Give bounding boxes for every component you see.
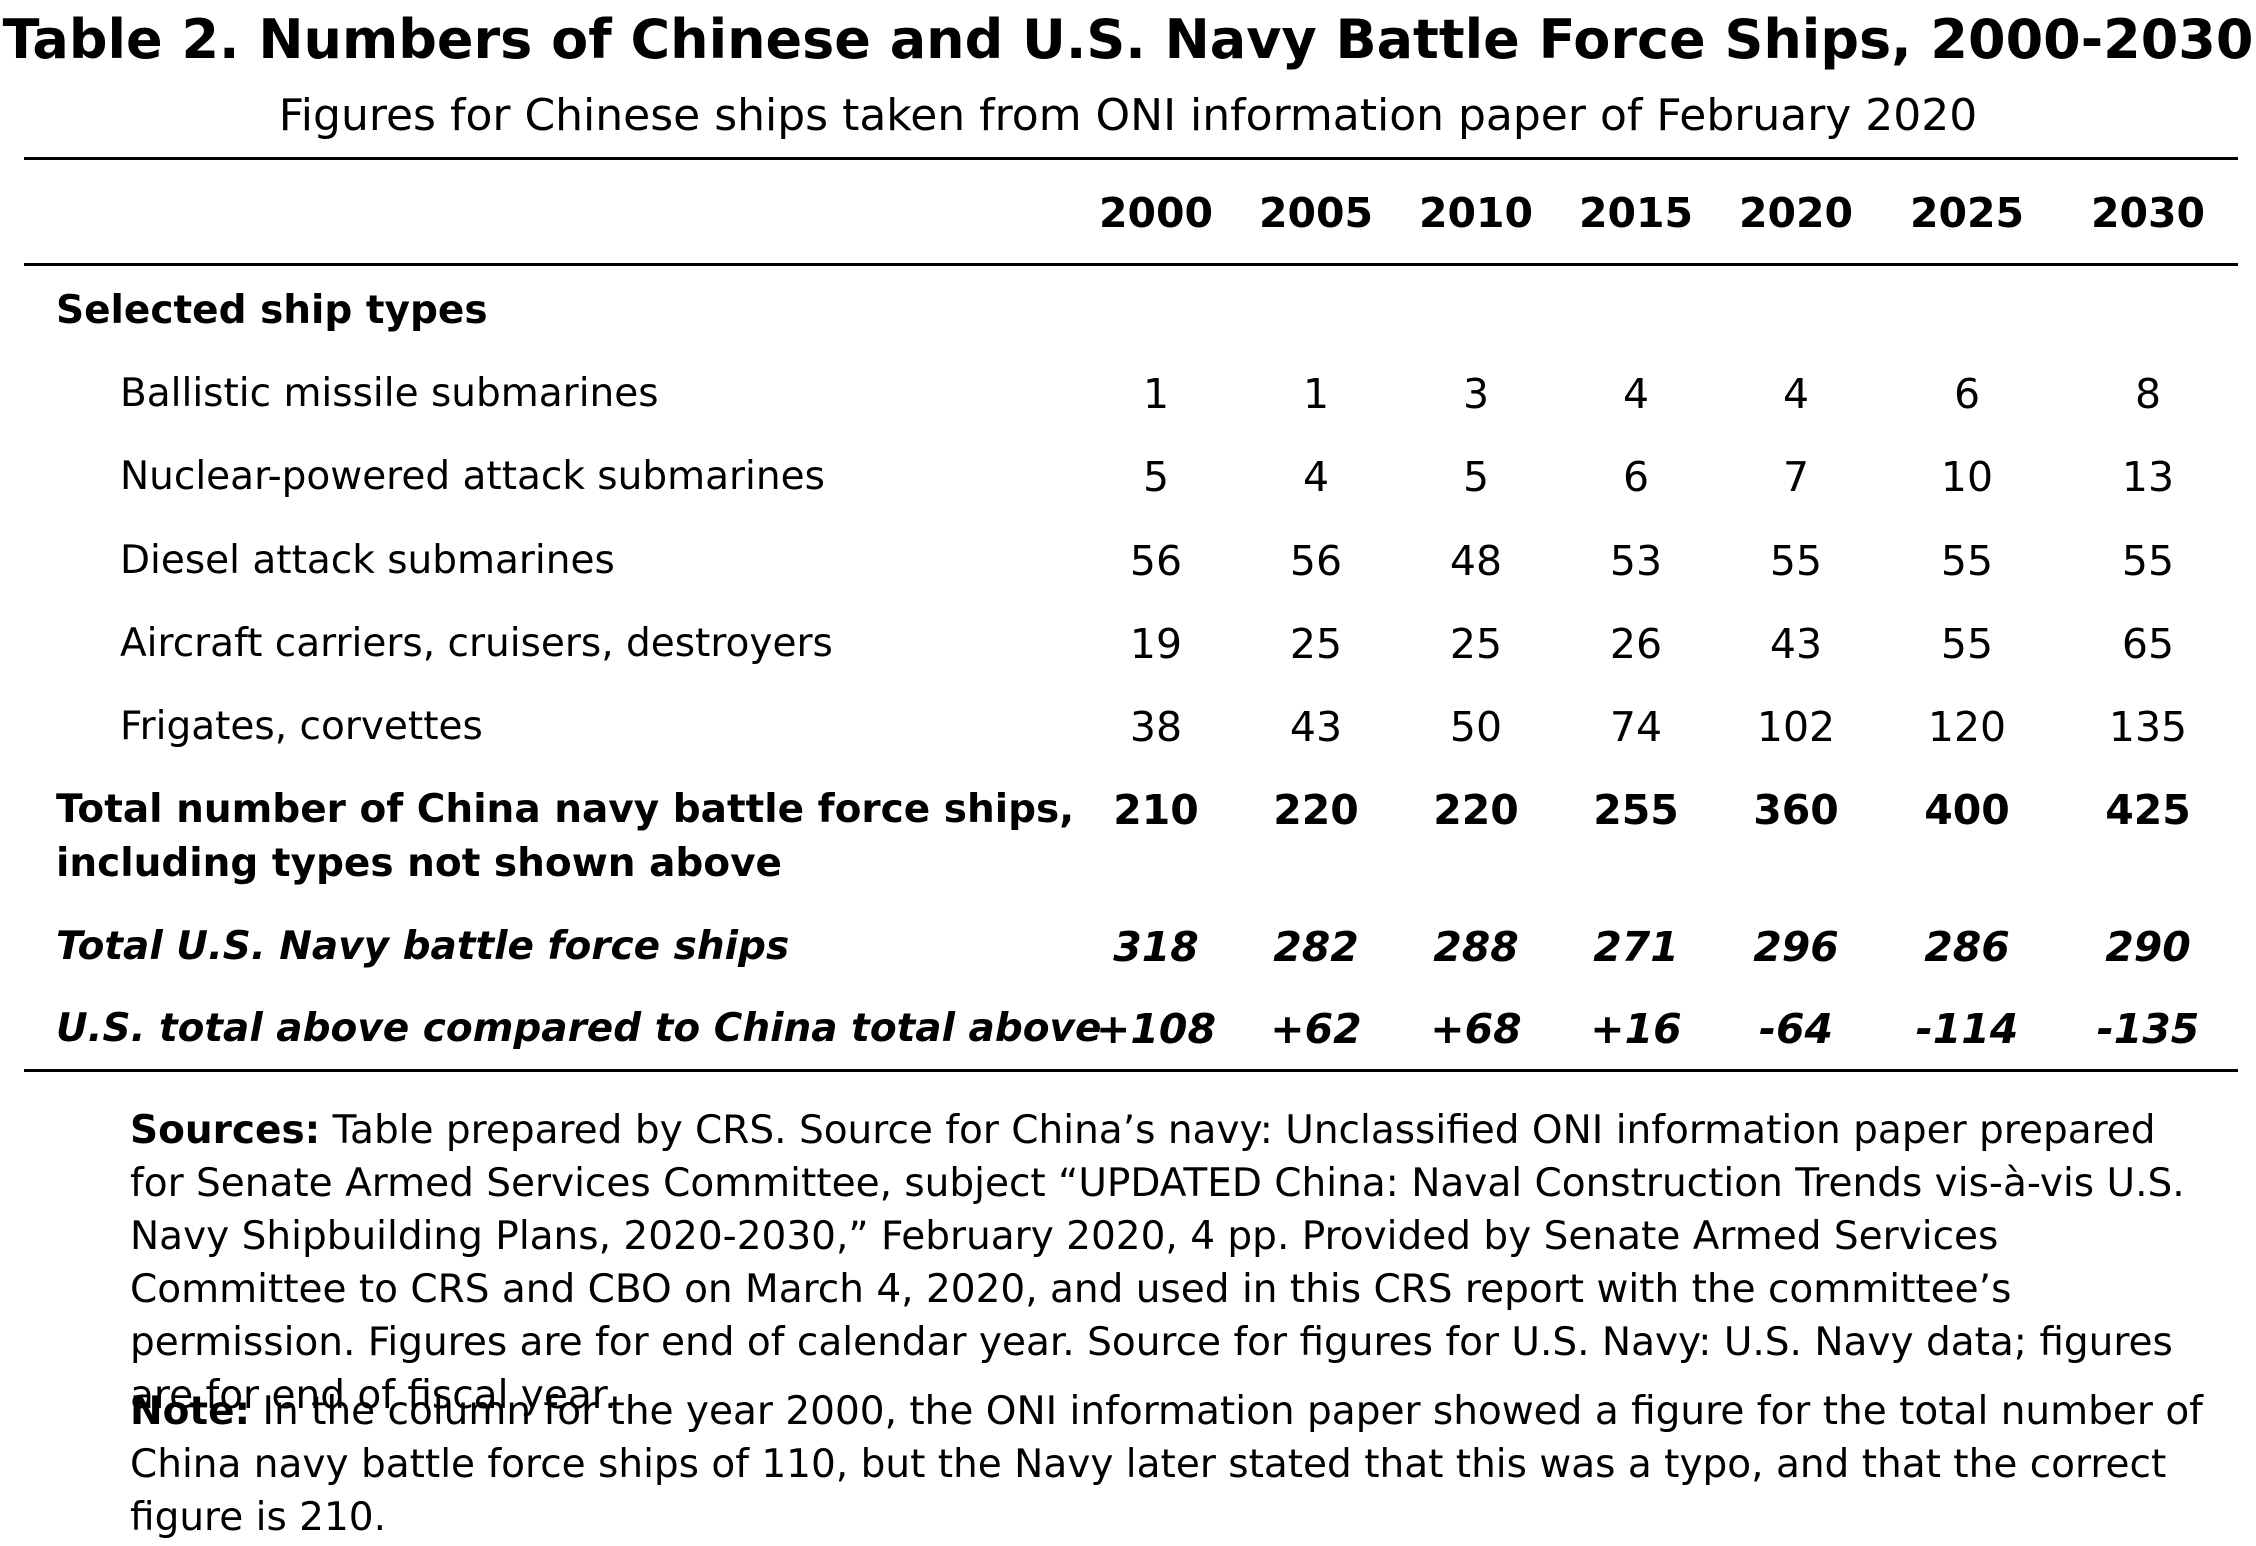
table-cell: 55 [1769,537,1823,585]
table-cell: 1 [1142,370,1170,418]
table-cell: 55 [1940,537,1994,585]
table-cell: 25 [1449,620,1503,668]
table-cell: 74 [1609,703,1663,751]
table-cell: 25 [1289,620,1343,668]
table-cell: +16 [1590,1005,1682,1053]
table-cell: 56 [1289,537,1343,585]
year-header: 2015 [1578,189,1694,237]
table-cell: 53 [1609,537,1663,585]
table-cell: 43 [1289,703,1343,751]
table-cell: 19 [1129,620,1183,668]
row-label: Total U.S. Navy battle force ships [56,924,790,969]
table-cell: 7 [1782,453,1810,501]
section-heading: Selected ship types [56,288,488,333]
footnote: Note: In the column for the year 2000, t… [130,1385,2220,1544]
table-cell: 13 [2121,453,2175,501]
table-cell: 3 [1462,370,1490,418]
sources-text: Table prepared by CRS. Source for China’… [130,1108,2185,1418]
table-cell: 135 [2108,703,2188,751]
table-cell: 50 [1449,703,1503,751]
row-label: Nuclear-powered attack submarines [120,454,825,499]
table-cell: +68 [1430,1005,1522,1053]
year-header: 2005 [1258,189,1374,237]
table-cell: 55 [1940,620,1994,668]
table-cell: 255 [1593,786,1679,834]
year-header: 2025 [1909,189,2025,237]
table-cell: 43 [1769,620,1823,668]
table-cell: -64 [1758,1005,1834,1053]
table-cell: 288 [1433,923,1519,971]
row-label: U.S. total above compared to China total… [56,1006,1102,1051]
table-cell: 271 [1593,923,1679,971]
bottom-rule [24,1069,2238,1072]
row-label: Diesel attack submarines [120,538,615,583]
table-cell: 120 [1927,703,2007,751]
table-cell: +108 [1096,1005,1216,1053]
table-subtitle: Figures for Chinese ships taken from ONI… [278,90,1978,141]
note-lead: Note: [130,1389,251,1434]
sources-note: Sources: Table prepared by CRS. Source f… [130,1104,2220,1422]
table-cell: 65 [2121,620,2175,668]
table-cell: 6 [1622,453,1650,501]
table-cell: 400 [1924,786,2010,834]
row-label: Ballistic missile submarines [120,371,659,416]
table-cell: 210 [1113,786,1199,834]
table-cell: 290 [2105,923,2191,971]
table-cell: 6 [1953,370,1981,418]
table-cell: 220 [1433,786,1519,834]
table-cell: 26 [1609,620,1663,668]
table-cell: -114 [1915,1005,2019,1053]
table-cell: 1 [1302,370,1330,418]
table-cell: 4 [1302,453,1330,501]
table-cell: 318 [1113,923,1199,971]
year-header: 2000 [1098,189,1214,237]
table-cell: 8 [2134,370,2162,418]
row-label-continued: including types not shown above [56,841,782,886]
table-cell: 360 [1753,786,1839,834]
year-header: 2010 [1418,189,1534,237]
year-header: 2030 [2090,189,2206,237]
table-cell: 48 [1449,537,1503,585]
table-cell: 4 [1622,370,1650,418]
row-label: Total number of China navy battle force … [56,787,1075,832]
table-cell: 286 [1924,923,2010,971]
table-cell: 10 [1940,453,1994,501]
table-cell: 102 [1756,703,1836,751]
table-cell: 56 [1129,537,1183,585]
table-cell: 38 [1129,703,1183,751]
row-label: Aircraft carriers, cruisers, destroyers [120,621,833,666]
table-title: Table 2. Numbers of Chinese and U.S. Nav… [2,8,2254,71]
header-rule [24,263,2238,266]
table-cell: -135 [2096,1005,2200,1053]
table-cell: 5 [1462,453,1490,501]
table-cell: 55 [2121,537,2175,585]
note-text: In the column for the year 2000, the ONI… [130,1389,2203,1540]
table-cell: 220 [1273,786,1359,834]
year-header: 2020 [1738,189,1854,237]
row-label: Frigates, corvettes [120,704,483,749]
table-cell: +62 [1270,1005,1362,1053]
table-cell: 4 [1782,370,1810,418]
table-cell: 282 [1273,923,1359,971]
table-cell: 296 [1753,923,1839,971]
table-cell: 5 [1142,453,1170,501]
top-rule [24,157,2238,160]
table-cell: 425 [2105,786,2191,834]
sources-lead: Sources: [130,1108,321,1153]
